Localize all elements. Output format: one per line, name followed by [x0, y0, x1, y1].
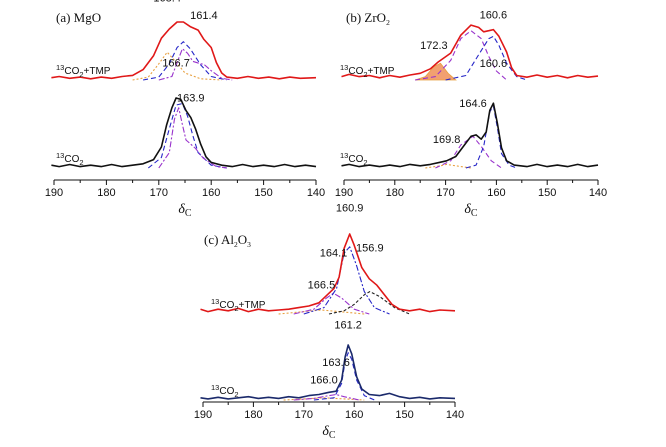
fit-line	[143, 41, 228, 81]
fit-band	[414, 62, 457, 81]
trace-label: 13CO2+TMP	[340, 63, 395, 79]
peak-label: 160.6	[480, 9, 508, 21]
x-tick-label: 190	[335, 187, 353, 199]
x-tick-label: 190	[194, 409, 212, 421]
x-tick-label: 180	[97, 187, 115, 199]
fit-line	[158, 107, 227, 169]
peak-label: 166.7	[162, 58, 190, 70]
envelope-line	[200, 344, 456, 400]
peak-label: 172.3	[420, 40, 448, 52]
panel-title: (a) MgO	[56, 10, 101, 25]
trace-label: 13CO2	[340, 151, 368, 167]
x-tick-label: 160	[345, 409, 363, 421]
trace-1	[200, 344, 456, 401]
fit-line	[293, 292, 370, 315]
fit-line	[313, 352, 375, 401]
peak-label: 163.6	[322, 357, 350, 369]
panel-title: (b) ZrO2	[346, 10, 390, 27]
peak-label: 161.2	[334, 320, 362, 332]
fit-line	[425, 163, 472, 169]
trace-label: 13CO2	[56, 151, 84, 167]
peak-label: 164.9	[458, 0, 486, 2]
x-tick-label: 180	[386, 187, 404, 199]
fit-line	[303, 246, 390, 315]
trace-label: 13CO2+TMP	[56, 63, 111, 79]
peak-label: 163.9	[177, 93, 205, 105]
fit-line	[132, 51, 222, 81]
x-tick-label: 170	[295, 409, 313, 421]
panel-mgo: (a) MgO13CO2+TMP13CO2168.4165.3161.4166.…	[45, 0, 325, 219]
fit-line	[445, 35, 528, 81]
trace-label: 13CO2+TMP	[211, 297, 266, 313]
x-tick-label: 150	[254, 187, 272, 199]
trace-0	[200, 233, 456, 315]
trace-0	[341, 24, 599, 81]
peak-label: 160.6	[480, 58, 508, 70]
peak-label: 156.9	[356, 243, 384, 255]
panel-al2o3: (c) Al2O3 13CO2+TMP 13CO2 160.9 164.1 156.9 16…	[194, 203, 464, 441]
x-tick-label: 170	[150, 187, 168, 199]
fit-line	[293, 393, 360, 401]
trace-label: 13CO2	[211, 383, 239, 399]
x-tick-label: 150	[538, 187, 556, 199]
envelope-line	[341, 24, 599, 79]
fit-line	[158, 48, 233, 81]
envelope-line	[341, 102, 599, 168]
fit-line	[415, 30, 507, 81]
peak-label: 160.9	[336, 203, 364, 215]
x-tick-label: 140	[307, 187, 325, 199]
envelope-line	[51, 21, 317, 80]
x-axis-label: δC	[178, 202, 192, 219]
x-tick-label: 190	[45, 187, 63, 199]
x-tick-label: 140	[589, 187, 607, 199]
peak-label: 166.5	[308, 279, 336, 291]
x-axis-label: δC	[322, 424, 336, 441]
x-tick-label: 150	[395, 409, 413, 421]
x-tick-label: 170	[436, 187, 454, 199]
x-tick-label: 180	[244, 409, 262, 421]
x-tick-label: 160	[202, 187, 220, 199]
peak-label: 166.0	[310, 375, 338, 387]
x-tick-label: 160	[487, 187, 505, 199]
panel-title: (c) Al2O3	[204, 232, 251, 249]
trace-1	[51, 97, 317, 169]
envelope-line	[51, 97, 317, 168]
trace-1	[341, 102, 599, 169]
peak-label: 164.6	[459, 98, 487, 110]
x-tick-label: 140	[446, 409, 464, 421]
x-axis-label: δC	[464, 202, 478, 219]
trace-0	[51, 21, 317, 81]
peak-label: 164.1	[320, 247, 348, 259]
envelope-line	[200, 233, 456, 313]
fit-line	[328, 291, 410, 315]
fit-line	[278, 309, 365, 315]
panel-zro2: (b) ZrO2 13CO2+TMP 13CO2 172.3 164.9 160.6 169…	[335, 0, 607, 219]
peak-label: 168.4	[153, 0, 181, 5]
peak-label: 169.8	[433, 134, 461, 146]
peak-label: 161.4	[190, 10, 218, 22]
